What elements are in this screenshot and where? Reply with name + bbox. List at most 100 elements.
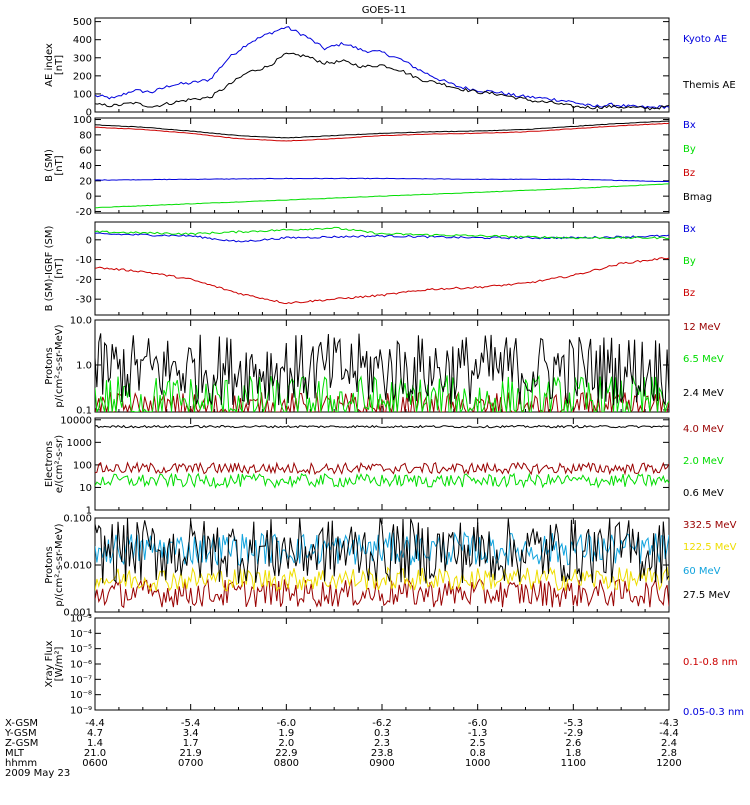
y-tick-label: 10⁻⁸ xyxy=(70,690,92,701)
y-tick-label: 10.0 xyxy=(70,316,92,327)
legend-entry: 6.5 MeV xyxy=(683,354,724,365)
y-tick-label: 0 xyxy=(86,108,92,119)
ephemeris-value: -5.4 xyxy=(181,718,201,729)
y-tick-label: 100 xyxy=(73,460,92,471)
ephemeris-value: 0.3 xyxy=(374,728,390,739)
legend-entry: 2.0 MeV xyxy=(683,456,724,467)
ephemeris-value: 2.6 xyxy=(565,738,581,749)
y-tick-label: 20 xyxy=(79,176,92,187)
ephemeris-value: 0600 xyxy=(82,758,107,769)
ephemeris-value: 2.4 xyxy=(661,738,677,749)
y-axis-label: e/(cm²-s-sr) xyxy=(54,435,65,493)
legend-entry: 332.5 MeV xyxy=(683,520,737,531)
y-tick-label: 0.001 xyxy=(63,608,92,619)
ephemeris-value: 2.8 xyxy=(661,748,677,759)
y-tick-label: 0 xyxy=(86,235,92,246)
ephemeris-value: 2.5 xyxy=(470,738,486,749)
legend-entry: 122.5 MeV xyxy=(683,542,737,553)
legend-entry: 60 MeV xyxy=(683,566,721,577)
panel-bsm: -20 0 20 40 60 80 100 B (SM) [nT] Bx By Bz Bmag xyxy=(44,115,712,218)
y-axis-label: B (SM)-IGRF (SM) xyxy=(44,226,55,312)
y-tick-label: 0.100 xyxy=(63,514,92,525)
ephemeris-value: -1.3 xyxy=(468,728,488,739)
y-tick-label: 10⁻⁵ xyxy=(70,644,92,655)
y-axis-label: p/(cm²-s-sr-MeV) xyxy=(54,523,65,606)
ephemeris-value: 21.0 xyxy=(84,748,106,759)
ephemeris-value: 23.8 xyxy=(371,748,393,759)
legend-entry: Bx xyxy=(683,120,696,131)
series-line-protons_high-2 xyxy=(95,531,669,567)
ephemeris-value: 3.4 xyxy=(183,728,199,739)
legend-entry: Kyoto AE xyxy=(683,34,727,45)
y-tick-label: 0 xyxy=(86,192,92,203)
ephemeris-value: -6.0 xyxy=(468,718,488,729)
y-axis-label: [nT] xyxy=(54,258,65,278)
legend-entry: 27.5 MeV xyxy=(683,590,730,601)
y-tick-label: 100 xyxy=(73,115,92,126)
ephemeris-value: 4.7 xyxy=(87,728,103,739)
ephemeris-value: -6.0 xyxy=(277,718,297,729)
legend-entry: Bz xyxy=(683,168,695,179)
series-line-ae-1 xyxy=(95,52,669,111)
ephemeris-value: 1.8 xyxy=(565,748,581,759)
y-axis-label: Protons xyxy=(44,546,55,583)
ephemeris-value: 0700 xyxy=(178,758,203,769)
ephemeris-value: 21.9 xyxy=(180,748,202,759)
legend-entry: Bmag xyxy=(683,192,712,203)
y-axis-label: B (SM) xyxy=(44,149,55,182)
legend-entry: 0.05-0.3 nm xyxy=(683,707,744,718)
y-tick-label: 100 xyxy=(73,89,92,100)
ephemeris-value: 0800 xyxy=(274,758,299,769)
series-line-electrons-1 xyxy=(95,472,669,489)
series-line-electrons-0 xyxy=(95,461,669,476)
series-line-ae-0 xyxy=(95,26,669,110)
legend-entry: Themis AE xyxy=(682,80,736,91)
ephemeris-value: 22.9 xyxy=(275,748,297,759)
y-tick-label: -20 xyxy=(76,275,92,286)
y-tick-label: 1000 xyxy=(67,438,92,449)
ephemeris-value: 1.9 xyxy=(278,728,294,739)
panel-protons_low: 0.1 1.0 10.0 Protons p/(cm²-s-sr-MeV) 12 MeV 6… xyxy=(44,316,724,417)
y-tick-label: 0.1 xyxy=(76,405,92,416)
ephemeris-value: -4.4 xyxy=(85,718,105,729)
y-axis-label: AE index xyxy=(44,43,55,87)
y-tick-label: -30 xyxy=(76,295,92,306)
y-tick-label: 300 xyxy=(73,53,92,64)
y-tick-label: 60 xyxy=(79,146,92,157)
series-line-bsm-3 xyxy=(95,120,669,139)
ephemeris-value: 2.0 xyxy=(278,738,294,749)
y-tick-label: -20 xyxy=(76,207,92,218)
ephemeris-value: 1.4 xyxy=(87,738,103,749)
series-line-protons_high-1 xyxy=(95,566,669,592)
panel-bigrf: -30 -20 -10 0 B (SM)-IGRF (SM) [nT] Bx By Bz xyxy=(44,221,696,316)
y-tick-label: 10000 xyxy=(60,415,92,426)
ephemeris-table: X-GSM -4.4 -5.4 -6.0 -6.2 -6.0 -5.3 -4.3 Y-GSM 4.… xyxy=(4,718,682,769)
date-label: 2009 May 23 xyxy=(5,768,70,779)
y-tick-label: 1 xyxy=(86,506,92,517)
ephemeris-value: 1100 xyxy=(561,758,586,769)
y-tick-label: 80 xyxy=(79,130,92,141)
panel-electrons: 1 10 100 1000 10000 Electrons e/(cm²-s-sr) 4.0 … xyxy=(44,415,724,516)
series-line-bigrf-2 xyxy=(95,257,669,305)
series-line-protons_low-0 xyxy=(95,391,669,412)
series-line-protons_high-0 xyxy=(95,577,669,609)
series-line-bsm-1 xyxy=(95,183,669,209)
ephemeris-label: Z-GSM xyxy=(5,738,38,749)
series-line-protons_high-3 xyxy=(95,518,669,584)
legend-entry: 2.4 MeV xyxy=(683,388,724,399)
y-tick-label: 10 xyxy=(79,483,92,494)
series-line-protons_low-2 xyxy=(95,333,669,406)
y-tick-label: 10⁻³ xyxy=(70,614,92,625)
y-axis-label: [nT] xyxy=(54,155,65,175)
legend-entry: Bz xyxy=(683,288,695,299)
ephemeris-value: 0.8 xyxy=(470,748,486,759)
y-tick-label: 0.010 xyxy=(63,561,92,572)
panel-ae: 0 100 200 300 400 500 AE index [nT] Kyoto AE Them… xyxy=(44,17,736,118)
y-tick-label: 10⁻⁹ xyxy=(70,706,92,717)
y-tick-label: 10⁻⁷ xyxy=(70,675,92,686)
panel-protons_high: 0.001 0.010 0.100 Protons p/(cm²-s-sr-MeV) 33… xyxy=(44,514,737,619)
ephemeris-label: Y-GSM xyxy=(4,728,37,739)
panel-xray: 10⁻⁹ 10⁻⁸ 10⁻⁷ 10⁻⁶ 10⁻⁵ 10⁻⁴ 10⁻³ Xray Flux [W/… xyxy=(44,614,744,719)
